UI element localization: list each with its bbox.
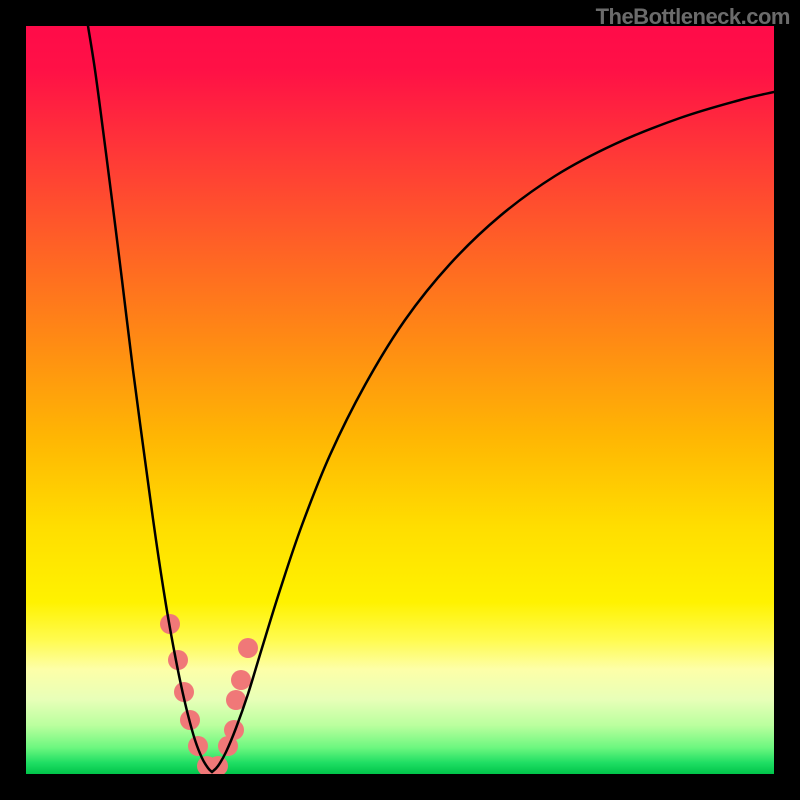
- watermark-text: TheBottleneck.com: [596, 4, 790, 30]
- chart-container: TheBottleneck.com: [0, 0, 800, 800]
- bottleneck-chart: [0, 0, 800, 800]
